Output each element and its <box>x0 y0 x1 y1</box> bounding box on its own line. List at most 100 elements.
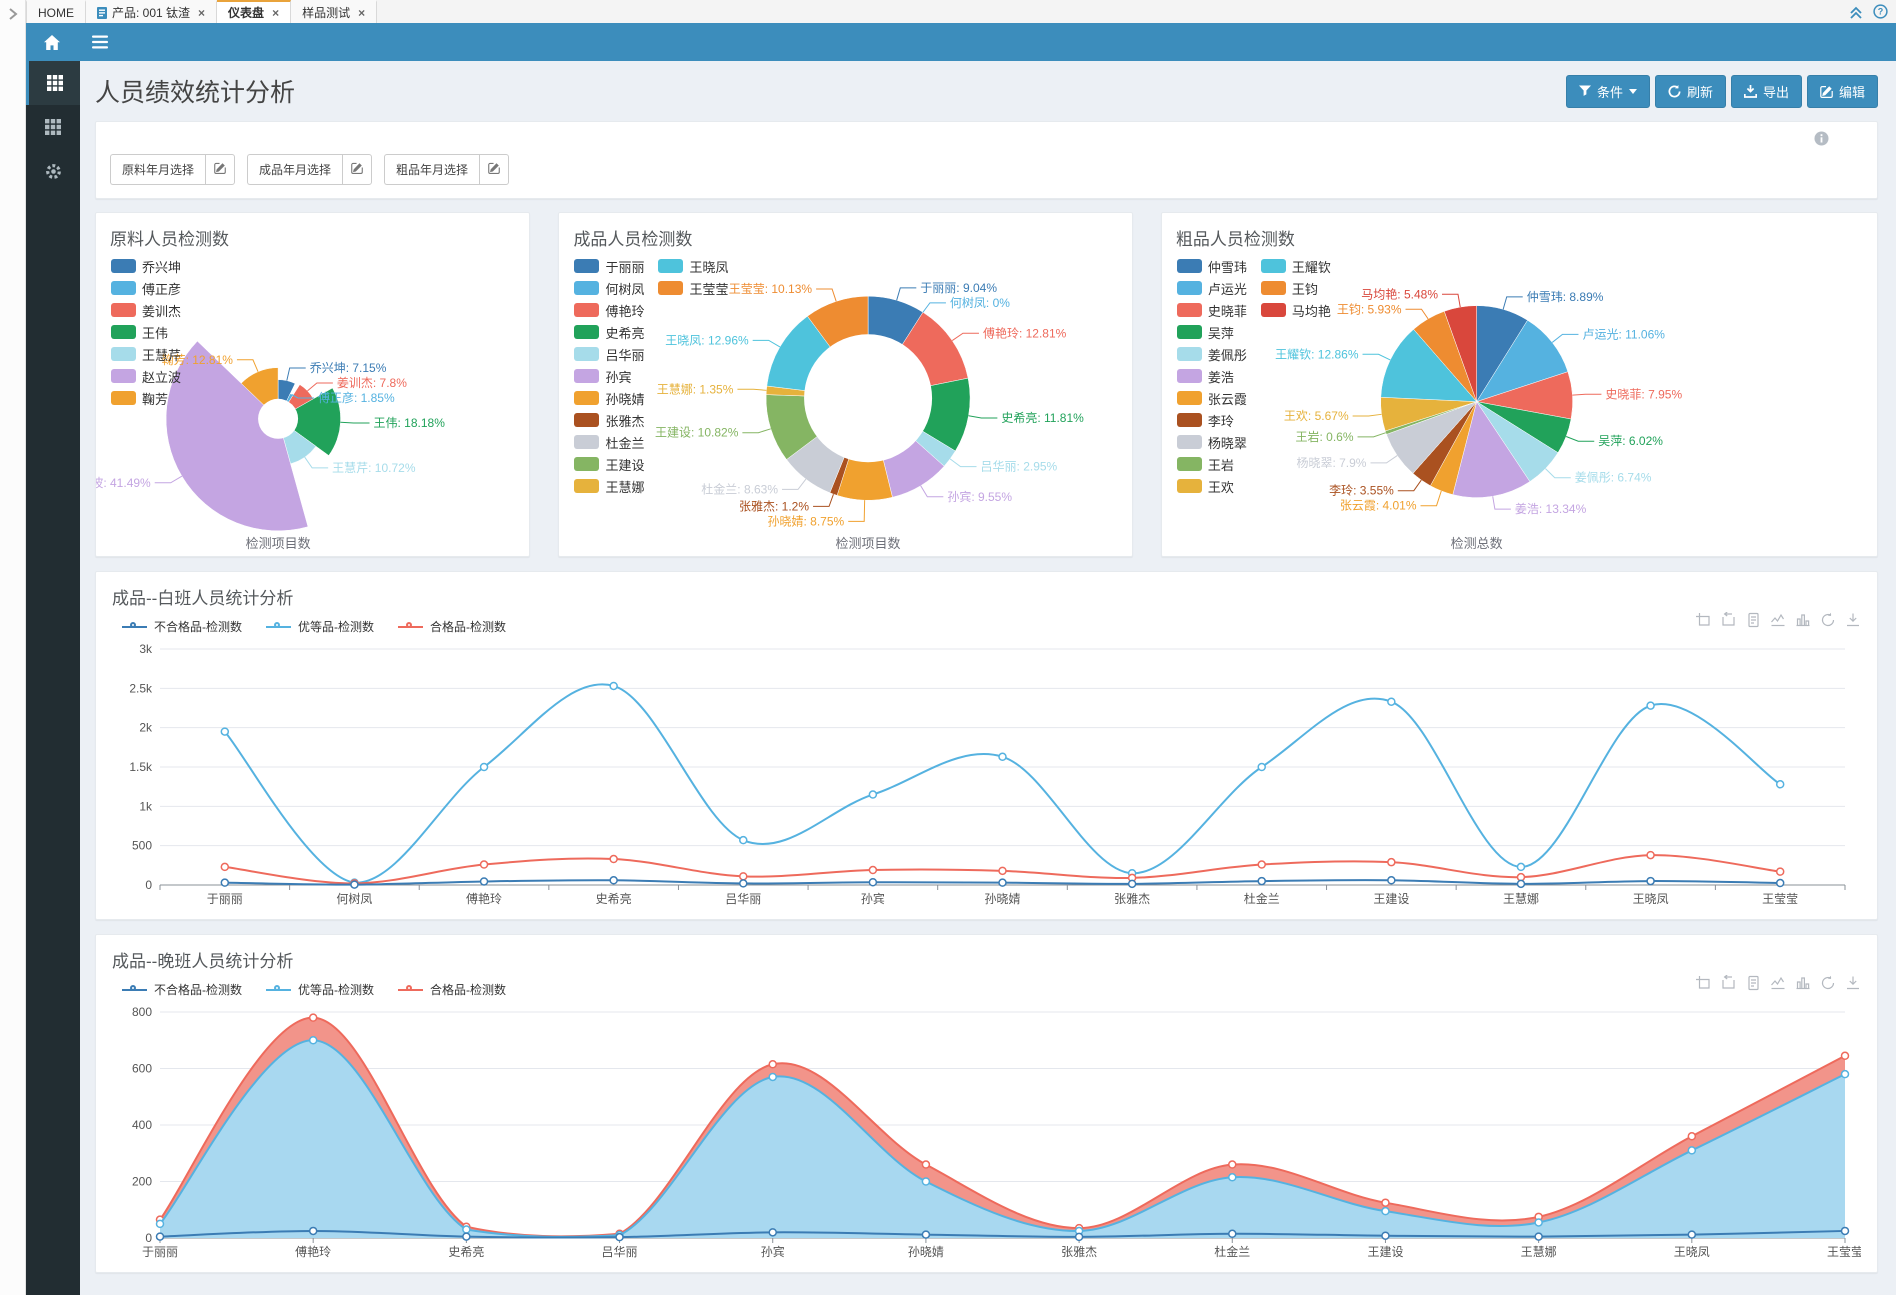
home-button[interactable] <box>35 27 69 57</box>
filter-panel: 原料年月选择 成品年月选择 粗品年月选择 <box>95 121 1878 199</box>
legend-item[interactable]: 不合格品-检测数 <box>122 981 242 998</box>
legend-item[interactable]: 杜金兰 <box>574 431 644 453</box>
legend-item[interactable]: 马均艳 <box>1260 299 1331 321</box>
legend-item[interactable]: 卢运光 <box>1176 277 1247 299</box>
edit-date-icon-button[interactable] <box>205 154 236 185</box>
rose-pie-chart[interactable]: 乔兴坤: 7.15% 傅正彦: 1.85%姜训杰: 7.8% 王伟: 18.18% 王… <box>96 213 529 556</box>
edit-button[interactable]: 编辑 <box>1806 74 1878 108</box>
legend-line-marker <box>266 984 291 991</box>
crude-product-date-button[interactable]: 粗品年月选择 <box>384 154 480 185</box>
zoom-select-icon[interactable] <box>1695 612 1711 628</box>
tab-dashboard[interactable]: 仪表盘 × <box>217 0 292 23</box>
legend-item[interactable]: 何树凤 <box>574 277 644 299</box>
legend-item[interactable]: 姜训杰 <box>111 299 181 321</box>
page-title: 人员绩效统计分析 <box>95 79 296 107</box>
legend-item[interactable]: 优等品-检测数 <box>266 981 374 998</box>
panel-collapse-rail[interactable] <box>0 0 26 1295</box>
sidebar-item-settings[interactable] <box>26 149 80 193</box>
legend-item[interactable]: 仲雪玮 <box>1176 255 1247 277</box>
night-shift-area-chart[interactable]: 0 200 400 600 800 于丽丽 傅艳玲 史希亮 吕华丽 孙宾 孙晓婧 张雅杰 杜金兰 王建设 王… <box>112 1002 1861 1264</box>
line-chart-toggle-icon[interactable] <box>1770 975 1786 991</box>
legend-item[interactable]: 王莹莹 <box>658 277 728 299</box>
tab-close-icon[interactable]: × <box>198 5 206 20</box>
edit-date-icon-button[interactable] <box>479 154 510 185</box>
sidebar-item-modules[interactable] <box>26 105 80 149</box>
legend-item[interactable]: 王欢 <box>1176 475 1247 497</box>
day-shift-line-chart[interactable]: 0 500 1k 1.5k 2k 2.5k 3k 于丽丽 何树凤 傅艳玲 史希亮 吕华丽 孙宾 孙晓婧 张雅… <box>112 639 1861 911</box>
legend-item[interactable]: 傅正彦 <box>111 277 181 299</box>
legend-item[interactable]: 史晓菲 <box>1176 299 1247 321</box>
panel-title: 成品--晚班人员统计分析 <box>112 952 294 971</box>
legend-item[interactable]: 孙晓婧 <box>574 387 644 409</box>
tab-home[interactable]: HOME <box>26 0 86 23</box>
legend-item[interactable]: 张云霞 <box>1176 387 1247 409</box>
raw-material-date-button[interactable]: 原料年月选择 <box>110 154 206 185</box>
tab-close-icon[interactable]: × <box>358 5 366 20</box>
data-view-icon[interactable] <box>1745 975 1761 991</box>
panel-title: 成品--白班人员统计分析 <box>112 589 294 608</box>
legend-item[interactable]: 不合格品-检测数 <box>122 618 242 635</box>
legend-swatch <box>1260 259 1286 273</box>
legend-item[interactable]: 杨晓翠 <box>1176 431 1247 453</box>
legend-item[interactable]: 于丽丽 <box>574 255 644 277</box>
bar-chart-toggle-icon[interactable] <box>1795 612 1811 628</box>
legend-item[interactable]: 张雅杰 <box>574 409 644 431</box>
collapse-tabs-icon[interactable] <box>1849 5 1863 19</box>
refresh-button[interactable]: 刷新 <box>1654 74 1726 108</box>
legend-item[interactable]: 吕华丽 <box>574 343 644 365</box>
help-icon[interactable]: ? <box>1873 4 1888 19</box>
legend-item[interactable]: 傅艳玲 <box>574 299 644 321</box>
svg-text:傅艳玲: 傅艳玲 <box>466 891 502 906</box>
legend-label: 王岩 <box>1207 457 1234 473</box>
zoom-select-icon[interactable] <box>1695 975 1711 991</box>
legend-label: 乔兴坤 <box>142 259 182 275</box>
sidebar-item-dashboards[interactable] <box>26 61 80 105</box>
legend-item[interactable]: 王慧芹 <box>111 343 181 365</box>
legend-item[interactable]: 姜浩 <box>1176 365 1247 387</box>
legend-item[interactable]: 乔兴坤 <box>111 255 181 277</box>
data-view-icon[interactable] <box>1745 612 1761 628</box>
tab-close-icon[interactable]: × <box>272 5 280 20</box>
legend-item[interactable]: 王晓凤 <box>658 255 728 277</box>
info-icon[interactable] <box>1814 131 1829 149</box>
legend-item[interactable]: 王慧娜 <box>574 475 644 497</box>
legend-item[interactable]: 优等品-检测数 <box>266 618 374 635</box>
legend-item[interactable]: 吴萍 <box>1176 321 1247 343</box>
legend-item[interactable]: 孙宾 <box>574 365 644 387</box>
export-button[interactable]: 导出 <box>1730 74 1802 108</box>
tab-sample-test[interactable]: 样品测试 × <box>291 0 378 23</box>
legend-item[interactable]: 史希亮 <box>574 321 644 343</box>
edit-date-icon-button[interactable] <box>342 154 373 185</box>
legend-swatch <box>1176 413 1202 427</box>
legend-label: 于丽丽 <box>605 259 645 275</box>
save-image-icon[interactable] <box>1845 612 1861 628</box>
legend-item[interactable]: 王建设 <box>574 453 644 475</box>
chevron-right-icon[interactable] <box>8 8 18 20</box>
restore-icon[interactable] <box>1820 612 1836 628</box>
svg-text:王慧娜: 王慧娜 <box>1503 891 1539 906</box>
zoom-reset-icon[interactable] <box>1720 975 1736 991</box>
tab-product[interactable]: 产品: 001 钛渣 × <box>86 0 218 23</box>
save-image-icon[interactable] <box>1845 975 1861 991</box>
legend-label: 姜佩彤 <box>1207 347 1247 363</box>
legend-item[interactable]: 王伟 <box>111 321 181 343</box>
pie-chart[interactable]: 仲雪玮: 8.89% 卢运光: 11.06% 史晓菲: 7.95% 吴萍: 6.02%… <box>1162 213 1877 556</box>
zoom-reset-icon[interactable] <box>1720 612 1736 628</box>
legend-item[interactable]: 王岩 <box>1176 453 1247 475</box>
donut-chart[interactable]: 于丽丽: 9.04%何树凤: 0% 傅艳玲: 12.81% 史希亮: 11.81% 吕… <box>559 213 1131 556</box>
legend-item[interactable]: 姜佩彤 <box>1176 343 1247 365</box>
finished-product-date-button[interactable]: 成品年月选择 <box>247 154 343 185</box>
main-content: 人员绩效统计分析 条件 刷新 导出 编辑 <box>80 61 1896 1295</box>
line-chart-toggle-icon[interactable] <box>1770 612 1786 628</box>
restore-icon[interactable] <box>1820 975 1836 991</box>
legend-item[interactable]: 王耀钦 <box>1260 255 1331 277</box>
legend-item[interactable]: 鞠芳 <box>111 387 181 409</box>
conditions-button[interactable]: 条件 <box>1565 74 1650 108</box>
sidebar-toggle-button[interactable] <box>83 27 117 57</box>
legend-item[interactable]: 合格品-检测数 <box>398 981 506 998</box>
legend-item[interactable]: 合格品-检测数 <box>398 618 506 635</box>
bar-chart-toggle-icon[interactable] <box>1795 975 1811 991</box>
legend-item[interactable]: 李玲 <box>1176 409 1247 431</box>
legend-item[interactable]: 赵立波 <box>111 365 181 387</box>
legend-item[interactable]: 王钧 <box>1260 277 1331 299</box>
